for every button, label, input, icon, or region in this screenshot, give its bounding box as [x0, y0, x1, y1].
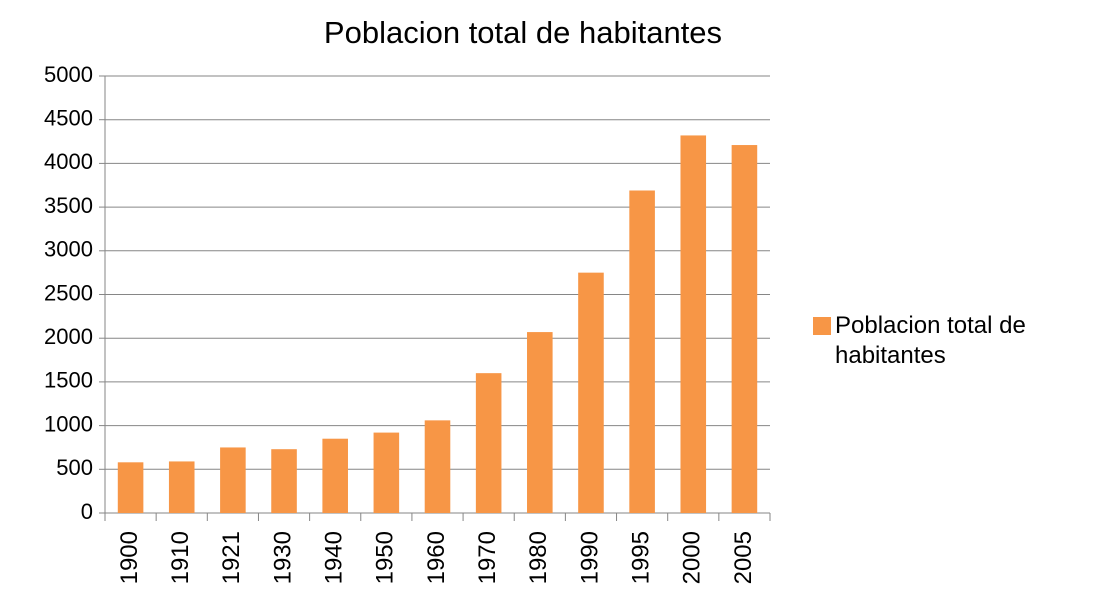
y-tick-label: 5000: [44, 62, 93, 87]
bar: [373, 432, 400, 513]
y-tick-label: 500: [56, 455, 93, 480]
y-tick-label: 1500: [44, 368, 93, 393]
legend-label: Poblacion total de habitantes: [835, 312, 1026, 369]
x-tick-label: 1960: [423, 531, 450, 584]
y-tick-label: 2500: [44, 280, 93, 305]
bar: [271, 449, 297, 513]
y-tick-label: 1000: [44, 411, 93, 436]
x-tick-label: 2005: [730, 531, 757, 584]
x-tick-label: 1921: [218, 531, 245, 584]
x-tick-label: 1970: [474, 531, 501, 584]
bar: [578, 272, 604, 513]
legend: Poblacion total de habitantes: [813, 311, 1083, 371]
x-tick-label: 1950: [372, 531, 399, 584]
x-tick-label: 1980: [525, 531, 552, 584]
y-tick-label: 4000: [44, 149, 93, 174]
bar: [424, 420, 451, 513]
x-tick-label: 1900: [116, 531, 143, 584]
chart-title: Poblacion total de habitantes: [324, 15, 722, 50]
y-tick-label: 2000: [44, 324, 93, 349]
bar: [322, 438, 348, 513]
bar: [731, 145, 758, 513]
bar: [168, 461, 195, 513]
y-tick-label: 3000: [44, 237, 93, 262]
x-tick-label: 2000: [679, 531, 706, 584]
y-tick-label: 4500: [44, 106, 93, 131]
y-tick-label: 3500: [44, 193, 93, 218]
x-tick-label: 1930: [269, 531, 296, 584]
x-tick-label: 1910: [167, 531, 194, 584]
legend-swatch: [813, 317, 831, 335]
x-tick-label: 1990: [576, 531, 603, 584]
x-tick-label: 1995: [627, 531, 654, 584]
y-tick-label: 0: [81, 499, 93, 524]
bar: [117, 462, 144, 513]
x-tick-label: 1940: [321, 531, 348, 584]
bar: [527, 332, 553, 513]
bar: [629, 190, 655, 513]
bar: [680, 135, 707, 513]
bar: [475, 373, 502, 513]
bar: [220, 447, 246, 513]
